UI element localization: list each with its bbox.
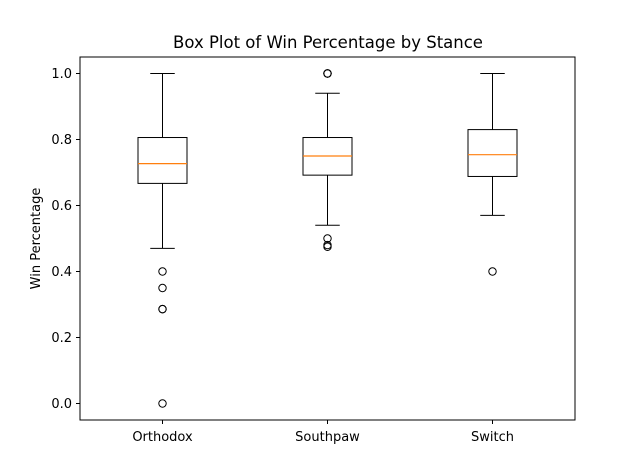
box-iqr [137, 137, 188, 184]
y-tick-label: 0.0 [51, 397, 72, 412]
box-group-switch [467, 73, 518, 276]
box-group-orthodox [137, 73, 188, 408]
y-tick-label: 0.4 [51, 265, 72, 280]
y-tick-label: 0.2 [51, 331, 72, 346]
y-tick-label: 1.0 [51, 67, 72, 82]
outlier-point [488, 267, 497, 276]
box-group-southpaw [302, 69, 353, 251]
boxes [137, 69, 518, 408]
y-tick-label: 0.8 [51, 133, 72, 148]
box-iqr [467, 129, 518, 177]
outlier-point [323, 69, 332, 78]
y-axis-label: Win Percentage [29, 188, 44, 290]
outlier-point [158, 304, 167, 314]
chart-title: Box Plot of Win Percentage by Stance [173, 33, 483, 52]
x-tick-label: Switch [471, 430, 514, 445]
x-axis: Orthodox Southpaw Switch [132, 420, 514, 445]
x-tick-label: Southpaw [295, 430, 360, 445]
outlier-point [158, 283, 167, 293]
outlier-point [323, 242, 332, 251]
x-tick-label: Orthodox [132, 430, 193, 445]
y-axis: 0.0 0.2 0.4 0.6 0.8 1.0 [51, 67, 80, 412]
outlier-point [158, 267, 167, 276]
y-tick-label: 0.6 [51, 199, 72, 214]
outlier-point [323, 234, 332, 243]
outlier-point [158, 399, 167, 408]
